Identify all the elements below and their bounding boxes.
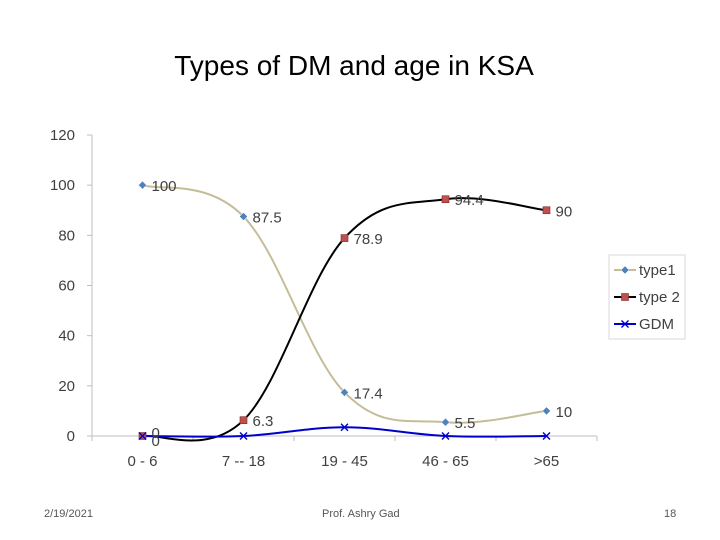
data-point-type1 xyxy=(542,406,551,416)
data-label-type2: 90 xyxy=(556,203,573,220)
data-point-type1 xyxy=(138,180,147,190)
legend-marker-type2 xyxy=(621,293,629,301)
data-point-type2 xyxy=(340,234,349,242)
data-point-gdm xyxy=(340,423,349,432)
data-label-type2: 78.9 xyxy=(354,231,383,248)
data-point-gdm xyxy=(542,432,551,440)
page-number: 18 xyxy=(664,508,677,520)
data-label-type2: 94.4 xyxy=(455,192,484,209)
data-point-gdm xyxy=(138,432,147,440)
data-point-type1 xyxy=(340,388,349,397)
legend-marker-type1 xyxy=(620,265,630,275)
footer-author: Prof. Ashry Gad xyxy=(322,508,400,520)
legend-label-type2: type 2 xyxy=(639,289,680,306)
series-line-gdm xyxy=(142,426,547,438)
x-tick-label: >65 xyxy=(534,453,559,470)
y-tick-label: 20 xyxy=(58,378,75,395)
data-point-type2 xyxy=(239,416,248,424)
data-label-type1: 10 xyxy=(556,404,573,421)
x-tick-label: 19 - 45 xyxy=(321,453,368,470)
legend-label-type1: type1 xyxy=(639,262,676,279)
data-point-type1 xyxy=(441,417,450,427)
data-label-type1: 5.5 xyxy=(455,415,476,432)
x-tick-label: 7 -- 18 xyxy=(222,453,265,470)
data-point-gdm xyxy=(239,432,248,440)
legend-marker-gdm xyxy=(621,320,629,328)
data-label-type1: 87.5 xyxy=(253,210,282,227)
data-label-gdm: 0 xyxy=(152,433,160,450)
data-label-type1: 100 xyxy=(152,178,177,195)
y-tick-label: 120 xyxy=(50,127,75,144)
data-point-type2 xyxy=(542,206,551,215)
data-point-gdm xyxy=(441,432,450,440)
y-tick-label: 60 xyxy=(58,278,75,295)
y-tick-label: 0 xyxy=(67,428,75,445)
slide-title: Types of DM and age in KSA xyxy=(174,50,534,81)
x-tick-label: 46 - 65 xyxy=(422,453,469,470)
data-point-type2 xyxy=(441,195,450,204)
x-tick-label: 0 - 6 xyxy=(127,453,157,470)
data-label-type2: 6.3 xyxy=(253,413,274,430)
y-tick-label: 40 xyxy=(58,328,75,345)
series-line-type1 xyxy=(142,184,547,424)
data-label-type1: 17.4 xyxy=(354,385,383,402)
legend-label-gdm: GDM xyxy=(639,316,674,333)
data-label-type2: 0 xyxy=(152,425,160,442)
data-point-type1 xyxy=(239,212,248,221)
y-tick-label: 100 xyxy=(50,177,75,194)
y-tick-label: 80 xyxy=(58,227,75,244)
footer-date: 2/19/2021 xyxy=(44,508,93,520)
